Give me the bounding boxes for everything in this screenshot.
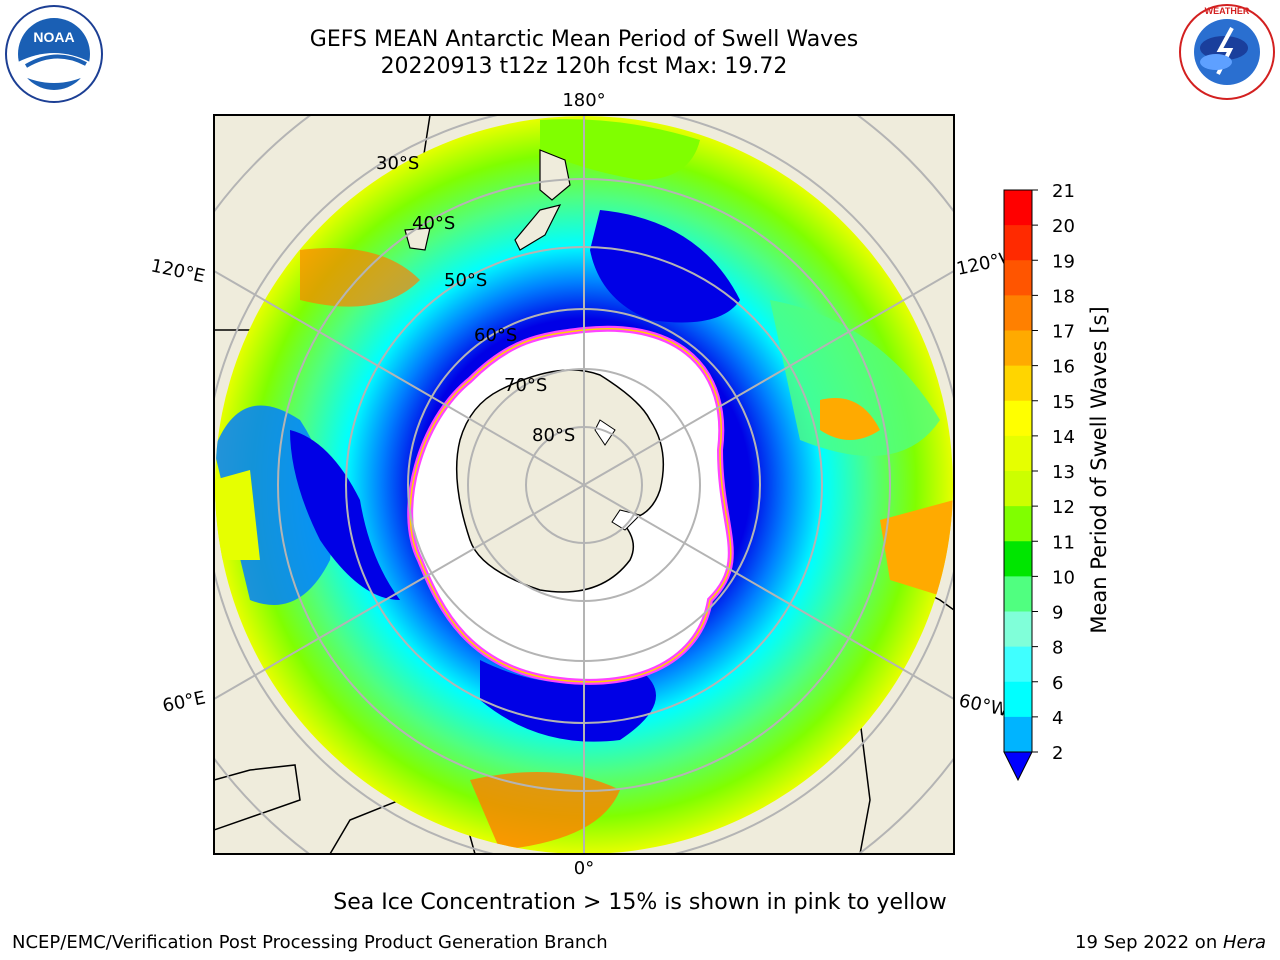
nws-logo-icon: WEATHER [1179, 4, 1275, 100]
colorbar-tick-label: 18 [1052, 286, 1075, 307]
colorbar-segment [1004, 190, 1032, 226]
colorbar-tick-label: 10 [1052, 567, 1075, 588]
chart-subtitle: 20220913 t12z 120h fcst Max: 19.72 [380, 54, 788, 79]
date-prefix: 19 Sep 2022 on [1075, 932, 1223, 953]
colorbar-tick-label: 15 [1052, 392, 1075, 413]
meridian-label-0: 0° [574, 858, 594, 879]
colorbar-tick-label: 4 [1052, 708, 1063, 729]
parallel-label-40s: 40°S [412, 213, 455, 234]
sea-ice-note: Sea Ice Concentration > 15% is shown in … [333, 890, 947, 915]
date-machine: Hera [1222, 932, 1266, 953]
parallel-label-50s: 50°S [444, 270, 487, 291]
colorbar-tick-label: 20 [1052, 216, 1075, 237]
colorbar-tick-label: 14 [1052, 427, 1075, 448]
colorbar-segment [1004, 716, 1032, 753]
noaa-logo-icon: NOAA [5, 5, 103, 103]
colorbar-segment [1004, 260, 1032, 296]
graticule [214, 115, 954, 854]
colorbar-segment [1004, 225, 1032, 261]
colorbar-segment [1004, 576, 1032, 612]
colorbar-segment [1004, 681, 1032, 718]
noaa-logo-text: NOAA [33, 29, 74, 45]
credit-text: NCEP/EMC/Verification Post Processing Pr… [12, 932, 608, 953]
colorbar: 21 20 19 18 17 16 15 14 13 12 11 10 9 8 6 4 2 [1003, 181, 1075, 782]
meridian-label-60e: 60°E [161, 687, 208, 717]
colorbar-tick-label: 21 [1052, 181, 1075, 202]
parallel-label-30s: 30°S [376, 153, 419, 174]
parallel-label-80s: 80°S [532, 425, 575, 446]
colorbar-segment [1004, 435, 1032, 472]
colorbar-tick-label: 9 [1052, 603, 1063, 624]
colorbar-segment [1004, 295, 1032, 331]
colorbar-label: Mean Period of Swell Waves [s] [1087, 306, 1111, 633]
colorbar-tick-label: 17 [1052, 322, 1075, 343]
colorbar-tick-label: 13 [1052, 462, 1075, 483]
colorbar-tick-label: 6 [1052, 673, 1063, 694]
meridian-label-60w: 60°W [957, 690, 1010, 721]
colorbar-tick-label: 2 [1052, 743, 1063, 764]
parallel-label-60s: 60°S [474, 325, 517, 346]
svg-text:WEATHER: WEATHER [1205, 6, 1250, 16]
colorbar-segment [1004, 541, 1032, 577]
map-border [213, 114, 955, 855]
colorbar-segment [1004, 646, 1032, 683]
parallel-label-70s: 70°S [504, 375, 547, 396]
colorbar-segment [1004, 506, 1032, 542]
colorbar-tick-label: 12 [1052, 497, 1075, 518]
meridian-label-120e: 120°E [149, 255, 207, 287]
colorbar-segment [1004, 611, 1032, 648]
colorbar-tick-label: 16 [1052, 357, 1075, 378]
colorbar-segment [1004, 330, 1032, 367]
colorbar-extend-triangle [1003, 751, 1033, 782]
colorbar-tick-label: 11 [1052, 532, 1075, 553]
chart-title: GEFS MEAN Antarctic Mean Period of Swell… [309, 27, 859, 52]
meridian-label-180: 180° [562, 90, 605, 111]
colorbar-tick-label: 8 [1052, 638, 1063, 659]
colorbar-segment [1004, 471, 1032, 507]
colorbar-tick-label: 19 [1052, 251, 1075, 272]
colorbar-segment [1004, 365, 1032, 402]
colorbar-segment [1004, 400, 1032, 437]
date-text: 19 Sep 2022 on Hera [1075, 932, 1266, 953]
